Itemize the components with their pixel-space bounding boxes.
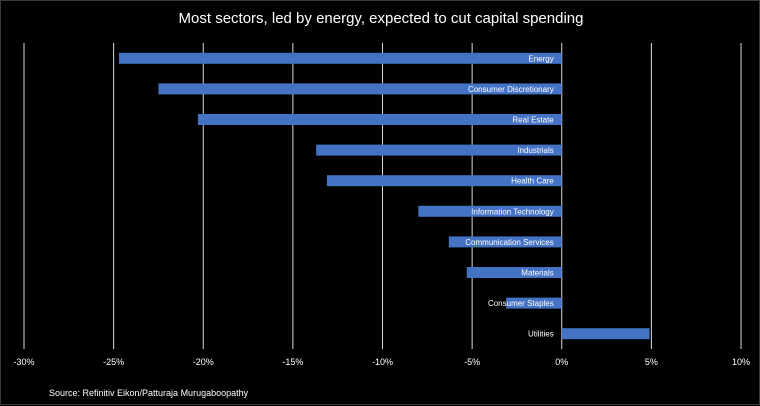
category-label: Real Estate [512,116,554,125]
x-tick-label: 5% [645,357,658,367]
x-axis-ticks: -30% -25% -20% -15% -10% -5% 0% 5% 10% [13,357,750,367]
bar-consumer-discretionary [158,83,562,95]
bar-communication-services [448,236,562,248]
x-tick-label: -20% [193,357,214,367]
bar-materials [466,267,562,278]
bar-industrials [316,144,562,156]
category-label: Materials [521,269,553,278]
bars [119,52,650,340]
x-tick-label: 10% [732,357,750,367]
category-label: Industrials [517,146,553,155]
bar-information-technology [418,205,562,217]
chart-title: Most sectors, led by energy, expected to… [178,10,584,27]
bar-health-care [326,175,562,187]
category-labels: Energy Consumer Discretionary Real Estate I… [465,54,554,338]
category-label: Health Care [511,177,554,186]
x-tick-label: -5% [464,357,480,367]
bar-utilities [561,328,650,340]
bar-consumer-staples [506,297,562,309]
x-tick-label: 0% [555,357,568,367]
x-tick-label: -30% [13,357,34,367]
x-tick-label: -25% [103,357,124,367]
category-label: Energy [528,54,553,63]
category-label: Utilities [528,330,554,339]
category-label: Communication Services [465,238,553,247]
category-label: Consumer Discretionary [468,85,554,94]
category-label: Information Technology [471,207,554,216]
x-tick-label: -15% [282,357,303,367]
source-note: Source: Refinitiv Eikon/Patturaja Muruga… [49,388,249,398]
bar-real-estate [197,114,562,125]
bar-energy [119,52,562,64]
x-tick-label: -10% [372,357,393,367]
category-label: Consumer Staples [488,299,554,308]
